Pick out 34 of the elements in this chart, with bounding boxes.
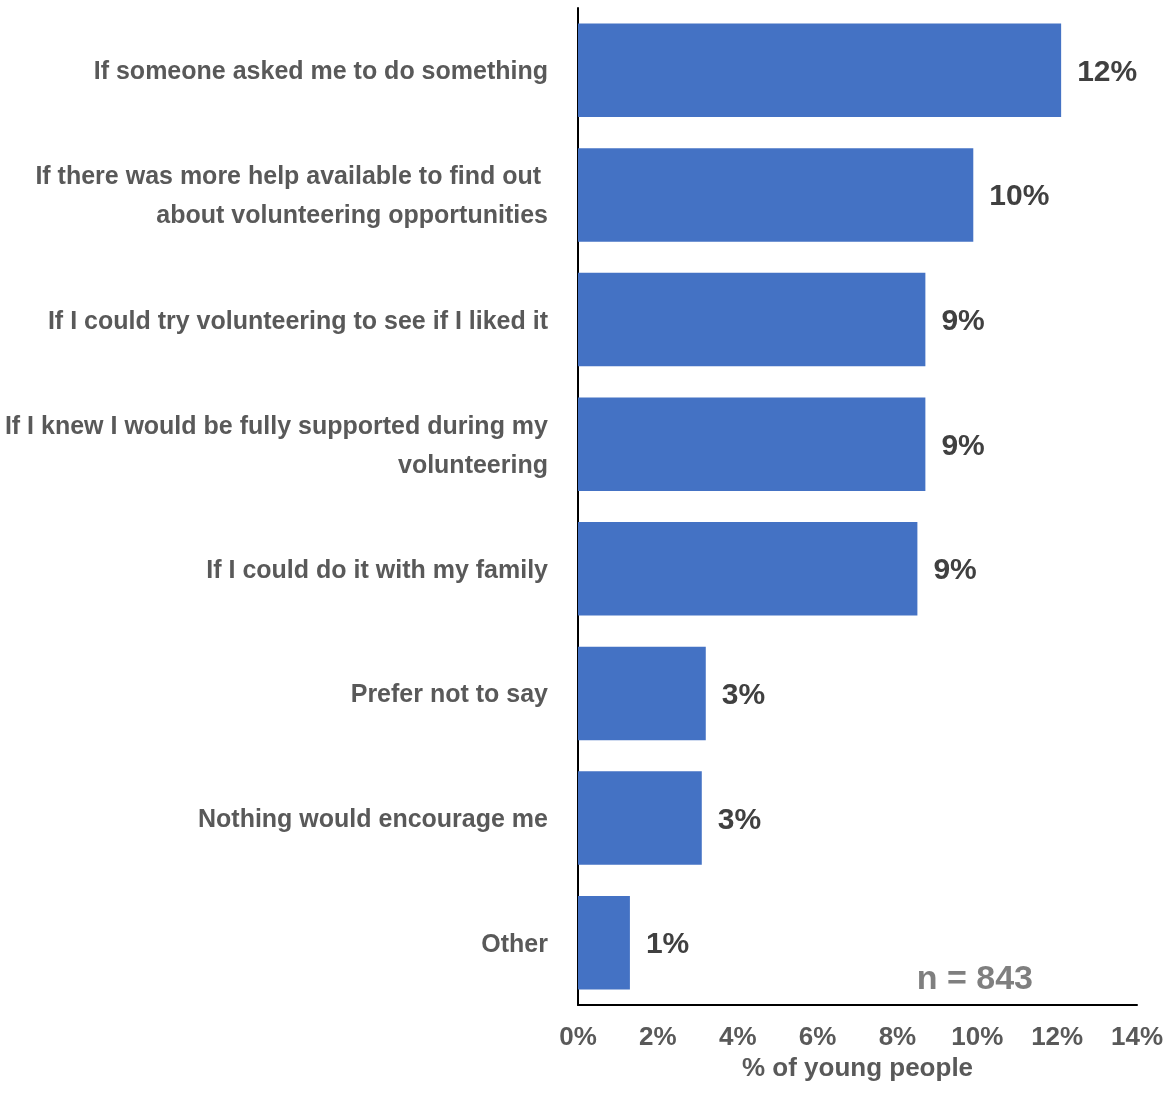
data-label: 9% <box>941 427 985 461</box>
y-tick-label: If I could do it with my family <box>206 554 549 583</box>
y-tick-label: If I could try volunteering to see if I liked it <box>47 305 549 334</box>
data-label: 9% <box>933 552 977 586</box>
annotation: n = 843 <box>916 958 1034 996</box>
y-tick-label: Nothing would encourage me <box>197 804 549 833</box>
y-tick-label: Prefer not to say <box>350 679 549 708</box>
bar <box>578 23 1062 118</box>
x-tick-label: 14% <box>1110 1021 1164 1051</box>
data-label: 12% <box>1077 53 1138 87</box>
x-tick-label: 8% <box>878 1021 917 1051</box>
bar <box>578 522 918 616</box>
bar <box>578 895 630 990</box>
data-label: 9% <box>941 303 985 337</box>
y-tick-label: If someone asked me to do something <box>93 56 548 85</box>
data-label: 3% <box>721 676 766 710</box>
bar <box>578 148 974 242</box>
x-tick-label: 12% <box>1031 1021 1084 1051</box>
data-label: 3% <box>717 801 762 835</box>
bar <box>578 397 926 491</box>
x-tick-label: 4% <box>718 1021 757 1051</box>
y-tick-label: Other <box>481 928 549 957</box>
x-tick-label: 6% <box>798 1021 837 1051</box>
bar <box>578 272 926 367</box>
x-tick-label: 2% <box>639 1021 677 1051</box>
data-label: 10% <box>989 178 1050 212</box>
bar <box>578 771 702 865</box>
bar <box>578 646 706 741</box>
y-tick-label: If there was more help available to find out about volunteering opportunities <box>35 161 548 229</box>
y-tick-label: If I knew I would be fully supported during my volunteering <box>4 410 549 478</box>
data-label: 1% <box>645 926 690 960</box>
x-axis-title: % of young people <box>741 1051 974 1082</box>
x-tick-label: 10% <box>951 1021 1004 1051</box>
x-tick-label: 0% <box>559 1021 597 1051</box>
